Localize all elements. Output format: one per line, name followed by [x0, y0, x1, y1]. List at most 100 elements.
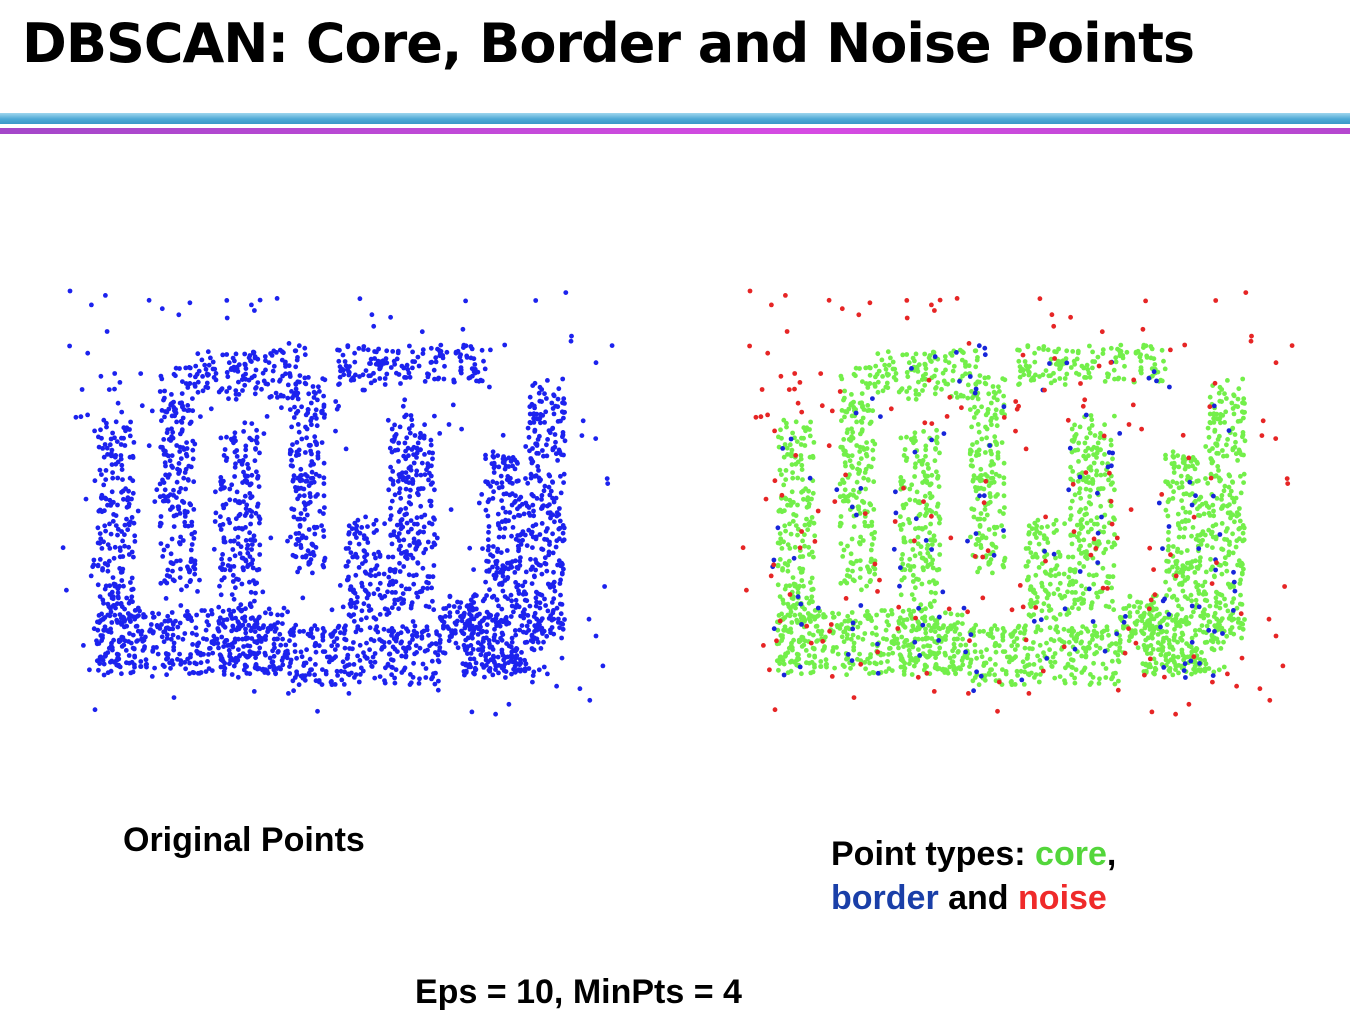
data-point [860, 415, 866, 421]
data-point [1028, 377, 1034, 383]
data-point [229, 366, 234, 371]
data-point [1110, 574, 1116, 580]
data-point [911, 608, 917, 614]
data-point [1222, 391, 1227, 397]
data-point [857, 558, 863, 563]
data-point [382, 606, 388, 612]
data-point [368, 373, 373, 379]
data-point [898, 653, 904, 659]
data-point [518, 667, 524, 673]
data-point [427, 574, 433, 580]
data-point [262, 354, 268, 359]
data-point [292, 348, 298, 354]
data-point [117, 545, 123, 551]
data-point [242, 351, 248, 357]
data-point [1001, 460, 1007, 466]
data-point [453, 350, 459, 356]
data-point [509, 671, 514, 677]
data-point [1117, 614, 1123, 620]
data-point [371, 638, 377, 644]
data-point [951, 653, 957, 659]
data-point [421, 529, 426, 535]
data-point [306, 670, 312, 676]
data-point [344, 563, 350, 569]
data-point [103, 468, 109, 473]
data-point [1009, 643, 1015, 649]
data-point [419, 460, 425, 466]
data-point [420, 661, 426, 667]
data-point [408, 518, 414, 523]
data-point [504, 641, 509, 646]
data-point [429, 641, 435, 647]
data-point [157, 523, 163, 529]
data-point [125, 611, 131, 616]
data-point [533, 567, 538, 573]
data-point [411, 660, 416, 666]
data-point [780, 658, 786, 663]
data-point [220, 552, 226, 557]
data-point [864, 446, 870, 451]
data-point [485, 513, 491, 519]
data-point [1175, 511, 1181, 517]
data-point [787, 521, 792, 527]
data-point [551, 596, 557, 602]
data-point [1109, 658, 1115, 664]
data-point [193, 363, 199, 369]
data-point [943, 367, 948, 373]
data-point [257, 520, 262, 526]
data-point [562, 617, 567, 622]
data-point [399, 363, 405, 369]
data-point [252, 354, 258, 360]
data-point [518, 613, 523, 619]
data-point [920, 388, 925, 393]
data-point [860, 498, 865, 504]
data-point [321, 415, 327, 420]
data-point [528, 567, 534, 572]
data-point [867, 660, 872, 666]
data-point [236, 392, 242, 397]
data-point [127, 433, 133, 439]
data-point [297, 493, 302, 499]
data-point [271, 641, 277, 647]
data-point [1226, 552, 1232, 558]
data-point [577, 686, 583, 692]
data-point [390, 349, 396, 354]
data-point [538, 646, 544, 651]
data-point [218, 653, 224, 659]
data-point [1094, 450, 1100, 456]
data-point [126, 496, 132, 502]
data-point [190, 642, 196, 647]
data-point [1235, 458, 1240, 463]
data-point [432, 487, 437, 493]
data-point [468, 344, 474, 349]
data-point [303, 381, 309, 387]
data-point [913, 526, 918, 532]
data-point [1135, 618, 1140, 624]
data-point [158, 541, 164, 546]
data-point [166, 437, 172, 442]
data-point [418, 486, 424, 491]
data-point [580, 418, 586, 424]
data-point [195, 389, 201, 395]
data-point [860, 445, 866, 451]
data-point [253, 367, 259, 373]
data-point [374, 624, 380, 630]
data-point [560, 626, 566, 632]
data-point [539, 399, 544, 404]
data-point [1150, 647, 1156, 652]
data-point [1171, 653, 1176, 659]
data-point [1018, 630, 1023, 636]
data-point [789, 620, 795, 625]
data-point [414, 472, 419, 478]
data-point [526, 510, 532, 516]
data-point [931, 533, 937, 539]
data-point [1170, 672, 1176, 678]
data-point [303, 412, 309, 418]
data-point [505, 575, 511, 580]
data-point [422, 648, 428, 654]
data-point [467, 662, 473, 667]
data-point [237, 551, 243, 556]
data-point [483, 456, 488, 462]
data-point [249, 472, 255, 478]
data-point [184, 440, 190, 445]
